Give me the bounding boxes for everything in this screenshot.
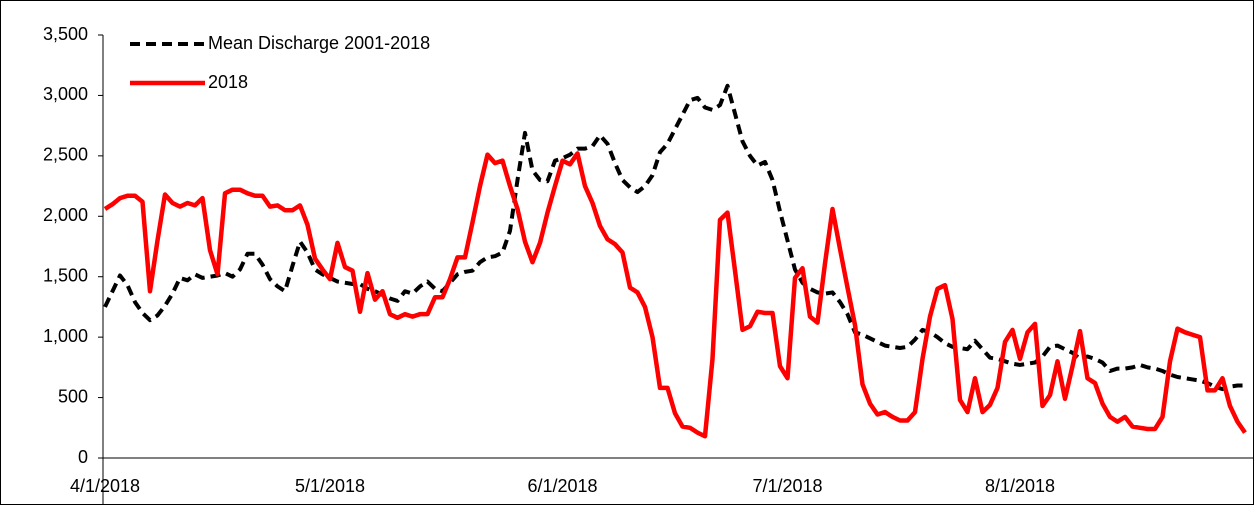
series-line	[103, 151, 1247, 439]
legend-label: Mean Discharge 2001-2018	[208, 33, 430, 53]
y-tick-label: 1,000	[43, 326, 88, 346]
x-tick-label: 4/1/2018	[70, 476, 140, 496]
x-tick-label: 5/1/2018	[295, 476, 365, 496]
y-tick-label: 3,500	[43, 24, 88, 44]
legend-label: 2018	[208, 72, 248, 92]
y-tick-label: 500	[58, 386, 88, 406]
y-tick-label: 2,500	[43, 145, 88, 165]
y-tick-label: 0	[78, 447, 88, 467]
y-tick-label: 3,000	[43, 84, 88, 104]
y-tick-label: 1,500	[43, 265, 88, 285]
y-tick-label: 2,000	[43, 205, 88, 225]
x-tick-label: 7/1/2018	[752, 476, 822, 496]
x-tick-label: 8/1/2018	[985, 476, 1055, 496]
x-tick-label: 6/1/2018	[527, 476, 597, 496]
